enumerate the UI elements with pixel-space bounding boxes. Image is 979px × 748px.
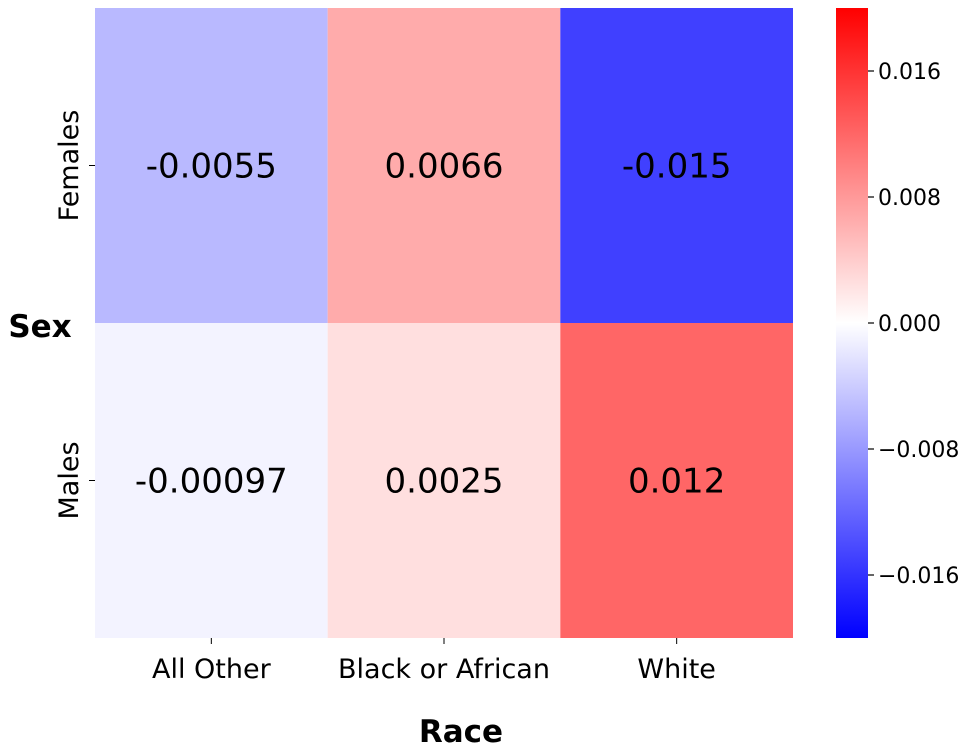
colorbar-tick-label: −0.016 [878,564,959,589]
cell-value-label: -0.00097 [135,462,288,502]
colorbar-tick-label: 0.000 [878,312,941,337]
x-axis-title: Race [419,714,503,748]
x-tick-label: All Other [152,654,272,685]
y-axis-title: Sex [8,309,71,345]
cell-value-label: -0.0055 [146,147,277,187]
heatmap-cells: -0.0055 0.0066 -0.015 -0.00097 0.0025 0.012 [95,8,793,638]
x-tick-label: White [637,654,716,685]
x-tick-label: Black or African [338,654,550,685]
heatmap-cell [560,8,793,323]
cell-value-label: 0.0066 [385,147,504,187]
heatmap-cell [327,8,561,323]
colorbar-tick-label: 0.008 [878,186,941,211]
y-tick-label: Males [54,441,85,519]
colorbar [836,8,868,638]
heatmap-cell [95,323,328,638]
colorbar-tick-label: −0.008 [878,438,959,463]
y-tick-label: Females [54,110,85,222]
heatmap-cell [327,323,561,638]
x-tick-labels: All Other Black or African White [152,638,716,685]
cell-value-label: 0.012 [628,462,725,502]
heatmap-cell [95,8,328,323]
cell-value-label: 0.0025 [385,462,504,502]
colorbar-ticks: 0.016 0.008 0.000 −0.008 −0.016 [868,60,959,589]
y-tick-labels: Females Males [54,110,95,520]
colorbar-tick-label: 0.016 [878,60,941,85]
heatmap-cell [560,323,793,638]
cell-value-label: -0.015 [622,147,732,187]
